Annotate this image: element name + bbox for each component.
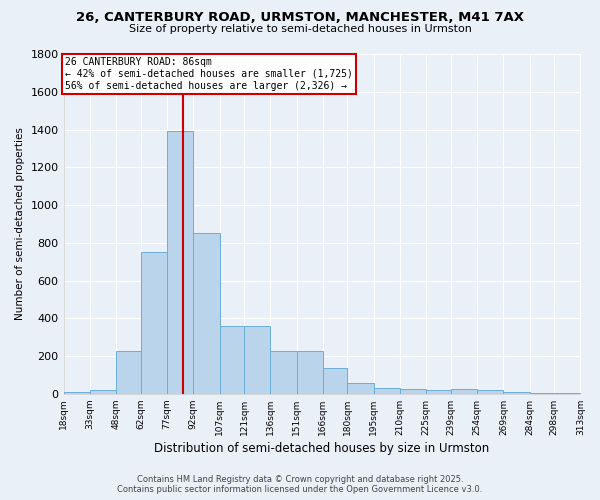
Bar — [347, 384, 374, 394]
Bar — [140, 252, 167, 394]
Bar — [477, 390, 503, 394]
Text: 26 CANTERBURY ROAD: 86sqm
← 42% of semi-detached houses are smaller (1,725)
56% : 26 CANTERBURY ROAD: 86sqm ← 42% of semi-… — [65, 58, 353, 90]
Bar — [400, 389, 426, 394]
Bar — [271, 352, 296, 394]
X-axis label: Distribution of semi-detached houses by size in Urmston: Distribution of semi-detached houses by … — [154, 442, 490, 455]
Bar — [451, 389, 477, 394]
Text: Size of property relative to semi-detached houses in Urmston: Size of property relative to semi-detach… — [128, 24, 472, 34]
Bar — [503, 392, 530, 394]
Bar — [426, 390, 451, 394]
Text: 26, CANTERBURY ROAD, URMSTON, MANCHESTER, M41 7AX: 26, CANTERBURY ROAD, URMSTON, MANCHESTER… — [76, 11, 524, 24]
Bar — [167, 132, 193, 394]
Bar — [90, 390, 116, 394]
Bar — [244, 326, 271, 394]
Bar — [116, 352, 140, 394]
Bar — [296, 352, 323, 394]
Bar — [374, 388, 400, 394]
Bar — [530, 393, 554, 394]
Bar — [220, 326, 244, 394]
Bar — [64, 392, 90, 394]
Bar — [193, 234, 220, 394]
Y-axis label: Number of semi-detached properties: Number of semi-detached properties — [15, 128, 25, 320]
Text: Contains HM Land Registry data © Crown copyright and database right 2025.
Contai: Contains HM Land Registry data © Crown c… — [118, 474, 482, 494]
Bar — [323, 368, 347, 394]
